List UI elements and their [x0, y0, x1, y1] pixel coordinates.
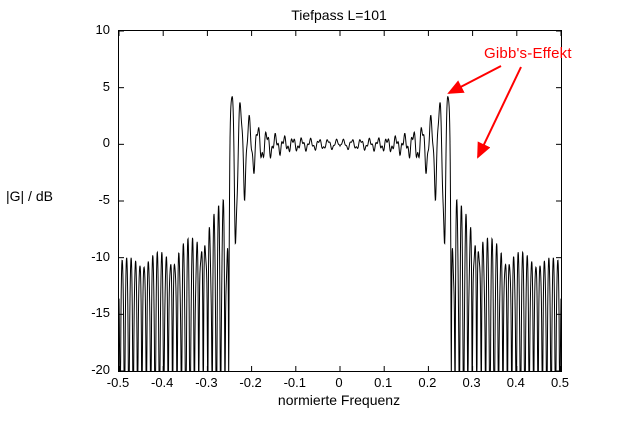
x-tick-label: 0.5: [550, 375, 570, 390]
x-tick-label: 0.4: [506, 375, 525, 390]
plot-area: [118, 30, 562, 372]
x-tick-label: 0.1: [374, 375, 393, 390]
frequency-response-plot: [119, 31, 561, 371]
y-tick-label: -15: [91, 305, 110, 321]
chart-title: Tiefpass L=101: [291, 7, 387, 23]
x-tick-label: 0: [335, 375, 343, 390]
y-tick-label: -10: [91, 248, 110, 264]
x-tick-label: 0.2: [418, 375, 437, 390]
x-axis-label: normierte Frequenz: [277, 392, 401, 408]
y-tick-label: -5: [98, 192, 110, 207]
x-tick-label: -0.1: [283, 375, 306, 390]
x-tick-label: -0.5: [106, 375, 130, 390]
x-tick-label: 0.3: [462, 375, 481, 390]
y-tick-label: 5: [102, 78, 110, 94]
y-tick-label: 0: [102, 135, 110, 151]
y-tick-label: 10: [95, 22, 110, 37]
y-tick-label: -20: [91, 362, 110, 377]
x-tick-label: -0.2: [239, 375, 262, 390]
frequency-response-line: [119, 96, 561, 371]
x-tick-label: -0.4: [150, 375, 174, 390]
gibbs-annotation-label: Gibb's-Effekt: [484, 45, 572, 62]
y-axis-label: |G| / dB: [6, 188, 53, 204]
x-tick-label: -0.3: [195, 375, 218, 390]
